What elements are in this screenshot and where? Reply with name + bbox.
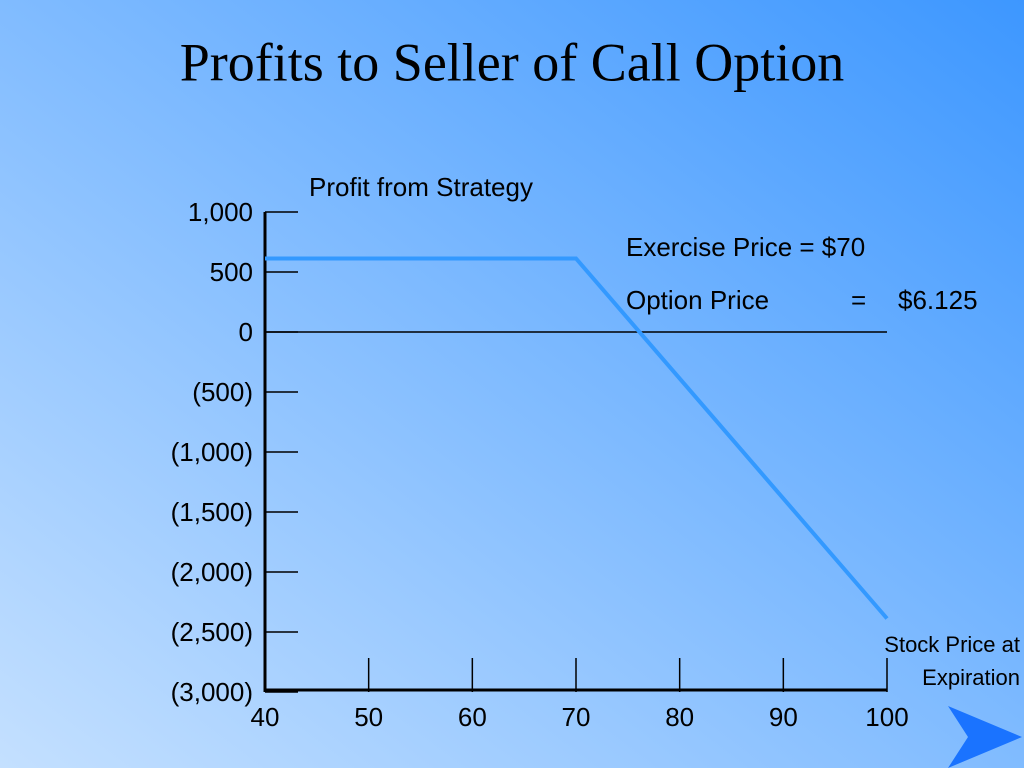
y-tick-label: (500)	[192, 377, 253, 407]
x-tick-label: 60	[458, 702, 487, 732]
y-tick-label: (2,500)	[171, 617, 253, 647]
y-axis-label: Profit from Strategy	[309, 172, 533, 202]
annotation: Option Price	[626, 285, 769, 315]
x-tick-label: 90	[769, 702, 798, 732]
y-tick-label: (3,000)	[171, 677, 253, 707]
x-tick-label: 100	[865, 702, 908, 732]
y-tick-label: (1,000)	[171, 437, 253, 467]
y-tick-label: 0	[239, 317, 253, 347]
y-tick-label: (2,000)	[171, 557, 253, 587]
y-tick-label: (1,500)	[171, 497, 253, 527]
next-arrow	[948, 706, 1022, 768]
x-tick-label: 50	[354, 702, 383, 732]
profit-line	[265, 256, 889, 620]
x-tick-label: 40	[251, 702, 280, 732]
x-axis-label: Expiration	[922, 665, 1020, 690]
annotation: =	[851, 285, 866, 315]
y-tick-label: 500	[210, 257, 253, 287]
annotation: $6.125	[898, 285, 978, 315]
x-axis-label: Stock Price at	[884, 632, 1020, 657]
y-tick-label: 1,000	[188, 197, 253, 227]
x-tick-label: 70	[562, 702, 591, 732]
x-tick-label: 80	[665, 702, 694, 732]
annotation: Exercise Price = $70	[626, 232, 865, 262]
chart-title: Profits to Seller of Call Option	[180, 32, 844, 92]
